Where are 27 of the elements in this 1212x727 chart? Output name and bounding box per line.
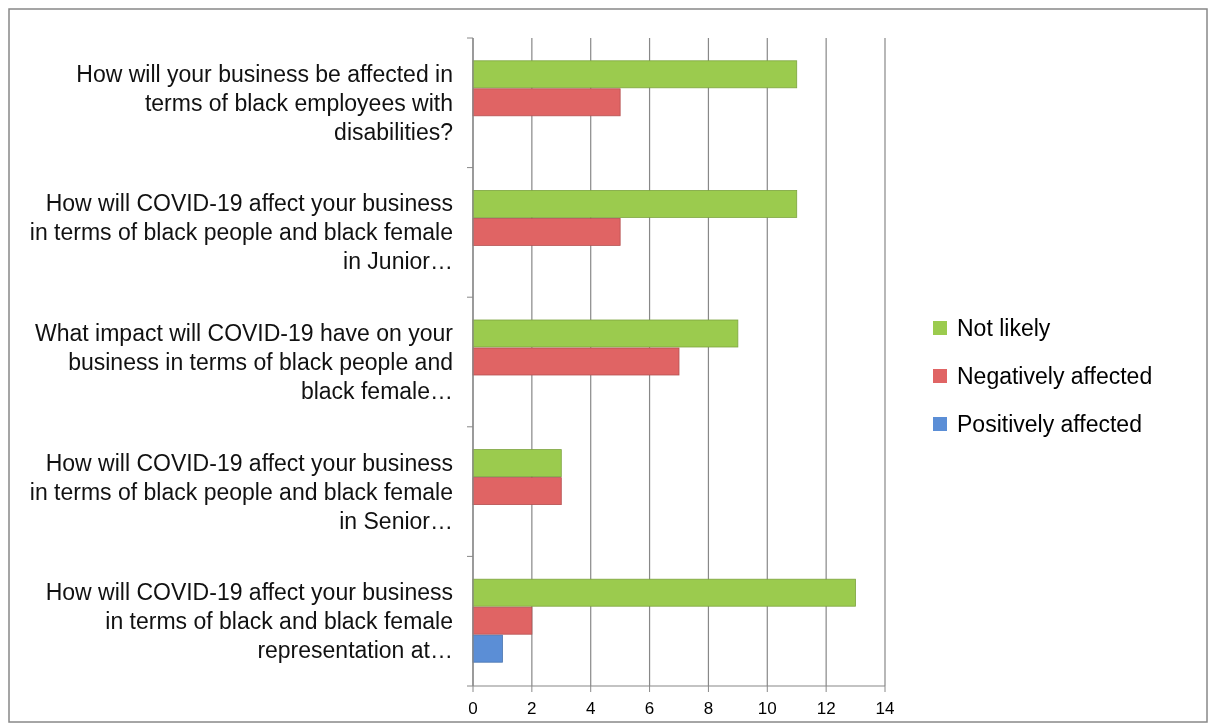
x-tick-label: 12: [816, 699, 836, 718]
legend-label: Not likely: [957, 315, 1051, 341]
x-tick-label: 14: [875, 699, 895, 718]
x-tick-label: 8: [703, 699, 714, 718]
y-tick-label: How will COVID-19 affect your business in terms of black and black female representation at…: [45, 579, 453, 664]
y-tick-label: How will COVID-19 affect your business in terms of black people and black female in Junior…: [29, 190, 453, 275]
y-tick-label: How will COVID-19 affect your business in terms of black people and black female in Senior…: [29, 449, 453, 534]
bar: [472, 319, 739, 348]
bar: [472, 578, 856, 607]
legend-label: Positively affected: [957, 411, 1142, 437]
bar: [472, 60, 798, 89]
bar: [472, 88, 621, 117]
legend-label: Negatively affected: [957, 363, 1153, 389]
bar: [472, 190, 798, 218]
x-tick-label: 4: [585, 699, 596, 718]
bar: [472, 449, 562, 477]
x-tick-label: 2: [527, 699, 537, 718]
bar: [472, 606, 533, 635]
bar: [472, 347, 680, 376]
bar: [472, 634, 503, 663]
x-tick-label: 10: [757, 699, 777, 718]
y-tick-label: What impact will COVID-19 have on your business in terms of black people and black female…: [35, 320, 454, 404]
y-tick-label: How will your business be affected in terms of black employees with disabilities?: [76, 60, 453, 145]
bar: [472, 477, 562, 505]
bar: [472, 218, 621, 246]
x-tick-label: 6: [644, 699, 655, 718]
x-tick-label: 0: [468, 699, 478, 718]
